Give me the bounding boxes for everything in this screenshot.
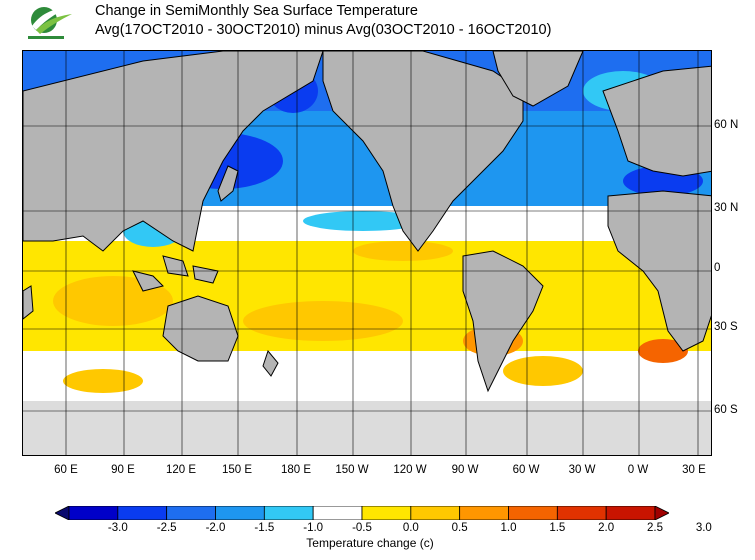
japan-landmass [217,165,239,202]
colorbar-min-arrow [55,506,70,520]
lon-label-120e: 120 E [165,464,197,476]
colorbar-swatch [117,506,168,520]
colorbar-title: Temperature change (c) [306,536,434,550]
greenland-landmass [492,51,584,107]
colorbar-tick-label: 1.0 [500,522,517,534]
lon-label-60e: 60 E [54,464,78,476]
colorbar-tick-label: -2.5 [156,522,177,534]
chart-subtitle: Avg(17OCT2010 - 30OCT2010) minus Avg(03O… [95,22,552,38]
colorbar-tick-label: 0.0 [402,522,419,534]
lon-label-0w: 0 W [627,464,649,476]
colorbar-swatch [508,506,558,520]
madagascar-landmass [23,285,34,320]
colorbar-tick-label: 2.0 [598,522,615,534]
map-canvas [23,51,711,455]
lon-label-30e: 30 E [682,464,706,476]
lon-label-180e: 180 E [280,464,312,476]
asia-landmass [23,51,324,252]
colorbar-max-arrow [654,506,669,520]
colorbar-tick-label: 3.0 [695,522,712,534]
colorbar-tick-label: 2.5 [647,522,663,534]
lon-label-90e: 90 E [111,464,135,476]
lon-label-150w: 150 W [335,464,369,476]
colorbar-swatch [68,506,119,520]
colorbar-swatch [410,506,461,520]
lon-label-150e: 150 E [221,464,253,476]
lon-label-120w: 120 W [393,464,427,476]
colorbar-tick-label: -0.5 [352,522,372,534]
colorbar-swatch [215,506,265,520]
lon-label-30w: 30 W [568,464,596,476]
sst-change-map [22,50,712,456]
chart-title: Change in SemiMonthly Sea Surface Temper… [95,3,418,19]
lat-label-0: 0 [714,262,721,274]
lat-label-30n: 30 N [714,202,739,214]
lon-label-90w: 90 W [451,464,479,476]
colorbar-swatch [556,506,607,520]
europe-landmass [602,65,711,177]
colorbar-swatch [605,506,656,520]
colorbar [55,506,669,520]
lat-label-60n: 60 N [714,119,739,131]
lat-label-60s: 60 S [714,404,738,416]
colorbar-swatch [312,506,363,520]
colorbar-swatch [361,506,412,520]
colorbar-swatch [459,506,509,520]
colorbar-swatches [55,506,669,520]
colorbar-tick-label: 0.5 [451,522,468,534]
south-america-landmass [462,250,544,393]
colorbar-tick-label: -1.0 [303,522,324,534]
colorbar-swatch [166,506,216,520]
colorbar-tick-label: 1.5 [549,522,566,534]
colorbar-swatch [263,506,314,520]
colorbar-tick-label: -3.0 [107,522,128,534]
colorbar-tick-label: -2.0 [205,522,226,534]
warming-patches [53,241,688,393]
antarctic-ice [23,401,711,455]
new-zealand-landmass [262,349,279,377]
colorbar-tick-label: -1.5 [254,522,275,534]
graticule [23,51,711,455]
lon-label-60w: 60 W [512,464,540,476]
lat-label-30s: 30 S [714,321,738,333]
indonesia-landmass [132,255,219,292]
agency-logo [28,6,72,39]
